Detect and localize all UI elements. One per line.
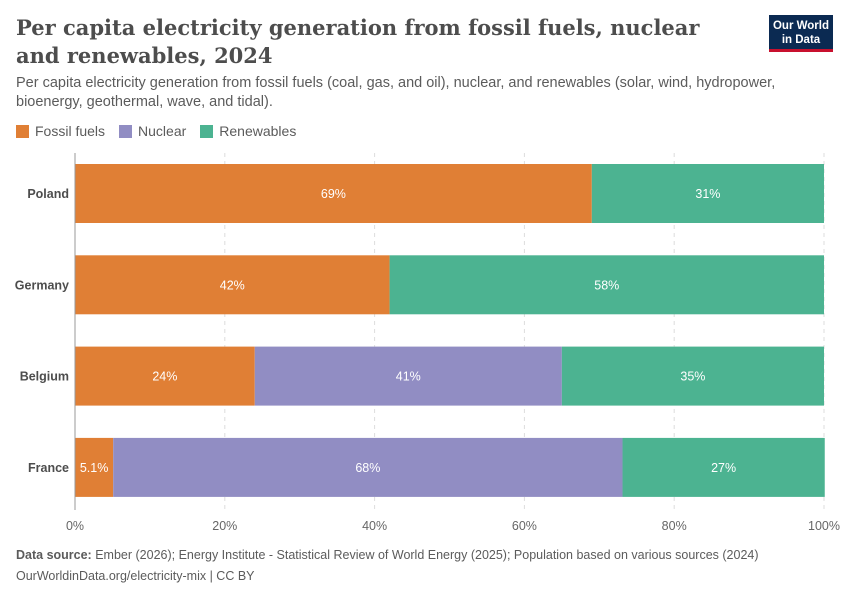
x-tick-label-40: 40% [362, 519, 387, 533]
category-label-belgium: Belgium [20, 370, 69, 384]
bar-label-germany-renewables: 58% [594, 278, 619, 292]
bar-germany-fossil[interactable] [75, 255, 390, 315]
bar-france-fossil[interactable] [75, 437, 114, 497]
x-tick-label-20: 20% [212, 519, 237, 533]
bar-germany-renewables[interactable] [389, 255, 824, 315]
bar-label-france-renewables: 27% [711, 461, 736, 475]
data-source-line: Data source: Ember (2026); Energy Instit… [16, 548, 759, 562]
category-label-germany: Germany [15, 278, 69, 292]
legend-item-nuclear[interactable]: Nuclear [119, 123, 186, 139]
bar-belgium-nuclear[interactable] [254, 346, 562, 406]
legend-swatch-nuclear [119, 124, 133, 138]
bar-label-france-fossil: 5.1% [80, 461, 109, 475]
chart-subtitle: Per capita electricity generation from f… [16, 75, 776, 110]
legend-label-nuclear: Nuclear [138, 123, 187, 139]
legend-label-renewables: Renewables [219, 123, 297, 139]
footer-url[interactable]: OurWorldinData.org/electricity-mix | CC … [16, 569, 255, 583]
data-source-text: Ember (2026); Energy Institute - Statist… [95, 548, 759, 562]
logo-line-2: in Data [781, 34, 821, 46]
x-tick-label-0: 0% [66, 519, 84, 533]
bar-poland-fossil[interactable] [75, 164, 592, 223]
legend-item-renewables[interactable]: Renewables [200, 123, 296, 139]
bar-label-poland-fossil: 69% [321, 187, 346, 201]
chart-legend: Fossil fuels Nuclear Renewables [16, 123, 296, 139]
bar-poland-renewables[interactable] [591, 164, 824, 223]
legend-item-fossil[interactable]: Fossil fuels [16, 123, 105, 139]
bar-label-belgium-fossil: 24% [152, 370, 177, 384]
logo-line-1: Our World [772, 20, 829, 32]
x-tick-label-60: 60% [512, 519, 537, 533]
bar-label-belgium-nuclear: 41% [396, 370, 421, 384]
legend-swatch-renewables [200, 124, 214, 138]
category-label-france: France [28, 461, 69, 475]
legend-swatch-fossil [16, 124, 29, 138]
bar-label-germany-fossil: 42% [220, 278, 245, 292]
bar-label-france-nuclear: 68% [355, 461, 380, 475]
bar-belgium-fossil[interactable] [75, 346, 255, 406]
bar-belgium-renewables[interactable] [561, 346, 824, 406]
x-tick-label-100: 100% [808, 519, 840, 533]
bar-label-belgium-renewables: 35% [680, 370, 705, 384]
owid-logo[interactable]: Our World in Data [769, 15, 833, 52]
bar-france-renewables[interactable] [622, 437, 825, 497]
category-label-poland: Poland [27, 187, 69, 201]
legend-label-fossil: Fossil fuels [35, 123, 106, 139]
data-source-label: Data source: [16, 548, 92, 562]
bar-label-poland-renewables: 31% [695, 187, 720, 201]
bar-france-nuclear[interactable] [113, 437, 623, 497]
x-tick-label-80: 80% [662, 519, 687, 533]
chart-title: Per capita electricity generation from f… [16, 15, 700, 68]
